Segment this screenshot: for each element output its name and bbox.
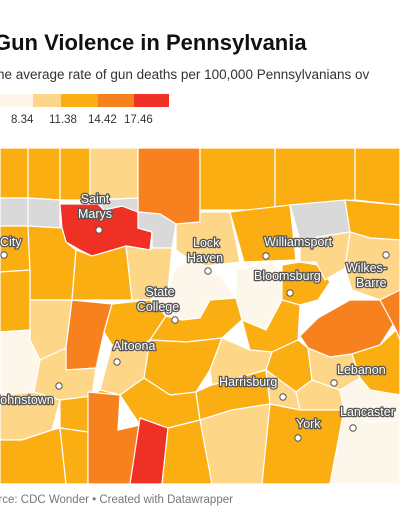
city-marker-york: York	[294, 416, 323, 442]
legend-swatch-4	[98, 94, 134, 107]
county[interactable]	[354, 147, 400, 206]
city-label: Lebanon	[337, 363, 386, 377]
color-legend: 8.34 11.38 14.42 17.46	[0, 94, 175, 126]
city-label: Marys	[78, 207, 112, 221]
county[interactable]	[0, 225, 31, 273]
map-subtitle: he average rate of gun deaths per 100,00…	[0, 67, 370, 82]
legend-swatch-3	[61, 94, 98, 107]
city-marker-johnstown: Johnstown	[0, 382, 63, 408]
city-label: State	[145, 285, 174, 299]
county[interactable]	[0, 197, 29, 227]
city-marker-bloomsburg: Bloomsburg	[253, 268, 322, 297]
city-marker-altoona: Altoona	[112, 338, 157, 366]
city-label: Lock	[193, 236, 220, 250]
county[interactable]	[125, 245, 173, 301]
city-dot	[0, 251, 8, 259]
county[interactable]	[0, 147, 29, 199]
county[interactable]	[27, 197, 61, 231]
city-label: Wilkes-	[346, 261, 387, 275]
city-marker-city: City	[0, 234, 24, 259]
city-label: Altoona	[113, 339, 155, 353]
pennsylvania-county-map: Saint Marys City Lock Haven Williamsport…	[0, 140, 400, 484]
city-marker-lebanon: Lebanon	[330, 362, 387, 387]
county[interactable]	[379, 289, 400, 341]
city-dot	[349, 424, 357, 432]
county[interactable]	[229, 204, 297, 263]
legend-swatch-2	[33, 94, 61, 107]
city-marker-state-college: State College	[136, 284, 181, 324]
legend-tick-1: 8.34	[11, 114, 34, 126]
legend-swatch-5	[134, 94, 169, 107]
county[interactable]	[0, 269, 31, 333]
legend-tick-3: 14.42	[88, 114, 117, 126]
legend-swatch-1	[0, 94, 33, 107]
city-marker-williamsport: Williamsport	[262, 234, 334, 260]
city-label: Johnstown	[0, 393, 54, 407]
city-label: Harrisburg	[219, 375, 277, 389]
city-marker-lock-haven: Lock Haven	[186, 235, 224, 275]
county[interactable]	[199, 147, 276, 211]
county[interactable]	[96, 197, 139, 213]
city-dot	[113, 358, 121, 366]
city-marker-wilkes-barre: Wilkes- Barre	[345, 251, 390, 291]
city-dot	[171, 316, 179, 324]
county[interactable]	[161, 419, 213, 484]
city-dot	[294, 434, 302, 442]
city-dot	[262, 252, 270, 260]
city-label: Lancaster	[340, 405, 395, 419]
county[interactable]	[27, 147, 61, 201]
map-title: Gun Violence in Pennsylvania	[0, 30, 307, 55]
city-dot	[204, 267, 212, 275]
county-map-svg: Saint Marys City Lock Haven Williamsport…	[0, 147, 400, 484]
city-marker-harrisburg: Harrisburg	[218, 374, 287, 401]
county[interactable]	[59, 427, 89, 484]
city-marker-lancaster: Lancaster	[339, 404, 396, 432]
city-dot	[55, 382, 63, 390]
county[interactable]	[175, 211, 241, 267]
legend-tick-2: 11.38	[49, 114, 77, 126]
city-label: Williamsport	[264, 235, 333, 249]
county[interactable]	[65, 299, 113, 371]
city-label: Bloomsburg	[254, 269, 321, 283]
city-label: College	[137, 300, 179, 314]
county[interactable]	[129, 417, 169, 484]
city-label: York	[296, 417, 321, 431]
county[interactable]	[329, 409, 400, 484]
city-label: Saint	[81, 192, 110, 206]
city-label: Haven	[187, 251, 223, 265]
city-label: City	[0, 235, 22, 249]
city-dot	[330, 379, 338, 387]
city-label: Barre	[356, 276, 387, 290]
city-marker-saint-marys: Saint Marys	[77, 191, 113, 234]
city-dot	[279, 393, 287, 401]
county[interactable]	[71, 245, 133, 301]
legend-tick-4: 17.46	[124, 114, 153, 126]
city-dot	[286, 289, 294, 297]
city-dot	[95, 226, 103, 234]
source-note: urce: CDC Wonder • Created with Datawrap…	[0, 494, 233, 506]
city-dot	[382, 251, 390, 259]
